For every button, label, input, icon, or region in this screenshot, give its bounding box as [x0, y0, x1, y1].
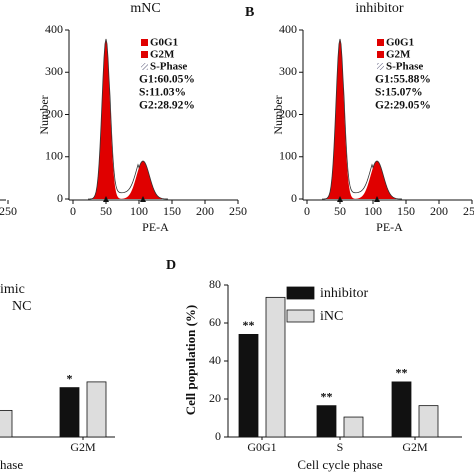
bar: [238, 333, 259, 438]
bar: [265, 296, 286, 438]
y-tick-label: 300: [279, 64, 297, 78]
x-tick-label: G2M: [70, 440, 96, 454]
legend-swatch: [377, 63, 384, 70]
stat-label: G2:29.05%: [375, 100, 431, 112]
y-tick-label: 300: [45, 64, 63, 78]
bar: [418, 405, 439, 438]
legend-label: G2M: [150, 49, 175, 61]
significance: *: [67, 371, 73, 385]
y-tick-label: 0: [215, 429, 221, 443]
x-tick-label: 100: [130, 204, 148, 218]
marker: [337, 196, 380, 202]
legend-swatch: [141, 51, 148, 58]
bar: [391, 381, 412, 438]
x-axis-label: PE-A: [376, 220, 403, 234]
x-axis-label: Cell cycle phase: [297, 457, 382, 472]
stat-label: G2:28.92%: [139, 100, 195, 112]
legend-label: inhibitor: [320, 286, 369, 301]
g0g1-peak: [88, 39, 168, 199]
stat-label: G1:55.88%: [375, 74, 431, 86]
y-tick-label: 20: [209, 391, 221, 405]
x-axis-label: PE-A: [142, 220, 169, 234]
fit-line: [321, 38, 403, 200]
legend-label: iNC: [320, 309, 343, 324]
panel-label: D: [166, 258, 176, 273]
g2m-peak: [88, 161, 168, 199]
legend-label: G2M: [386, 49, 411, 61]
x-axis-label: hase: [0, 457, 23, 472]
x-tick-label: S: [337, 440, 344, 454]
x-tick-label: 250: [463, 204, 474, 218]
stat-label: G1:60.05%: [139, 74, 195, 86]
panel-label: B: [245, 5, 254, 20]
x-tick-label: 150: [163, 204, 181, 218]
chart-title: mNC: [130, 1, 160, 16]
x-tick-label: G0G1: [247, 440, 276, 454]
x-tick-label: 150: [397, 204, 415, 218]
legend-swatch: [377, 39, 384, 46]
legend-label: S-Phase: [150, 61, 187, 73]
x-tick-label: 50: [334, 204, 346, 218]
stat-label: S:11.03%: [139, 87, 186, 99]
marker: [103, 196, 146, 202]
legend-swatch: [141, 39, 148, 46]
x-tick-label: 0: [304, 204, 310, 218]
fit-line: [87, 38, 169, 200]
chart-title: inhibitor: [355, 1, 404, 16]
y-tick-label: 200: [45, 106, 63, 120]
y-tick-label: 200: [279, 106, 297, 120]
x-tick-label: 50: [100, 204, 112, 218]
x-tick-label: 200: [430, 204, 448, 218]
bar: [343, 416, 364, 438]
bar: [59, 387, 80, 438]
x-tick-label: 0: [70, 204, 76, 218]
stat-label: S:15.07%: [375, 87, 423, 99]
significance: **: [243, 318, 255, 332]
x-tick-label: 100: [364, 204, 382, 218]
y-axis-label: Number: [271, 95, 285, 134]
y-tick-label: 400: [279, 22, 297, 36]
legend-swatch: [286, 286, 315, 300]
legend-label: G0G1: [386, 37, 414, 49]
g2m-peak: [322, 161, 402, 199]
y-tick-label: 0: [57, 191, 63, 205]
bar: [0, 409, 13, 438]
significance: **: [321, 389, 333, 403]
bar: [86, 381, 107, 438]
legend-swatch: [377, 51, 384, 58]
x-tick-label: 250: [229, 204, 247, 218]
y-tick-label: 400: [45, 22, 63, 36]
legend-label: NC: [12, 299, 31, 314]
y-axis-label: Number: [37, 95, 51, 134]
y-tick-label: 100: [45, 149, 63, 163]
y-axis-label: Cell population (%): [183, 305, 198, 416]
g0g1-peak: [322, 39, 402, 199]
legend-swatch: [141, 63, 148, 70]
bar: [316, 405, 337, 438]
y-tick-label: 80: [209, 277, 221, 291]
legend-label: S-Phase: [386, 61, 423, 73]
y-tick-label: 60: [209, 315, 221, 329]
legend-label: G0G1: [150, 37, 178, 49]
significance: **: [396, 366, 408, 380]
y-tick-label: 0: [291, 191, 297, 205]
x-tick-label: 250: [0, 204, 17, 218]
y-tick-label: 40: [209, 353, 221, 367]
legend-swatch: [286, 309, 315, 323]
legend-label: imic: [0, 282, 25, 297]
x-tick-label: G2M: [402, 440, 428, 454]
y-tick-label: 100: [279, 149, 297, 163]
x-tick-label: 200: [196, 204, 214, 218]
